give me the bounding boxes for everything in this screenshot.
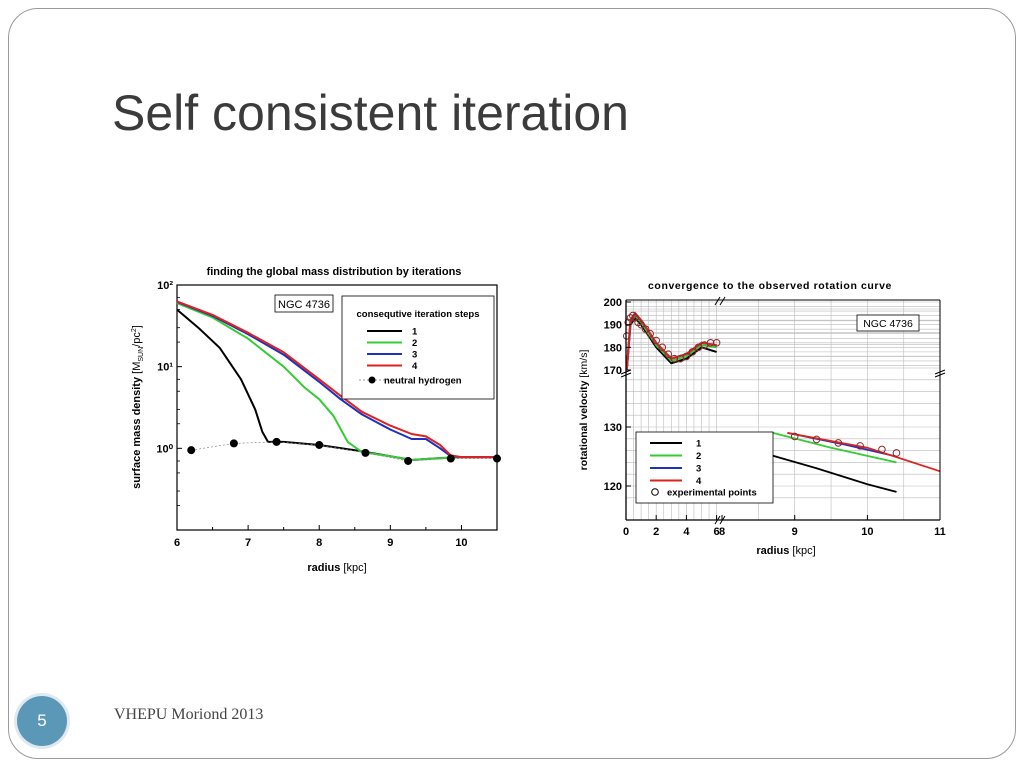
x-tick-label: 4 [683, 526, 690, 538]
neutral-hydrogen-point [361, 448, 370, 457]
x-tick-label: 11 [934, 526, 946, 538]
experimental-point [641, 325, 650, 334]
x-tick-label: 10 [861, 526, 873, 538]
x-tick-label: 8 [316, 537, 322, 549]
slide-title: Self consistent iteration [112, 85, 629, 141]
mass-distribution-chart: finding the global mass distribution by … [131, 266, 501, 574]
x-tick-label: 7 [245, 537, 251, 549]
experimental-point [688, 348, 697, 356]
neutral-hydrogen-point [315, 440, 324, 449]
legend-label: 2 [696, 451, 701, 462]
x-tick-label: 9 [387, 537, 393, 549]
legend-label: 3 [412, 350, 417, 361]
chart-right-annotation: NGC 4736 [863, 318, 913, 330]
neutral-hydrogen-point [272, 437, 281, 446]
chart-left-xlabel: radius [kpc] [307, 562, 366, 574]
page-number-badge: 5 [17, 696, 67, 746]
series-2-outer-line [772, 432, 897, 464]
experimental-point [658, 343, 667, 352]
legend-label: 1 [696, 439, 702, 450]
legend-swatch-hydrogen [368, 376, 376, 384]
legend-label-hydrogen: neutral hydrogen [384, 376, 462, 387]
experimental-point [670, 354, 679, 363]
experimental-point [790, 432, 799, 441]
experimental-point [712, 339, 721, 347]
y-tick-label: 190 [604, 320, 622, 332]
experimental-point [646, 329, 654, 338]
x-tick-label: 8 [719, 526, 725, 538]
rotation-curve-chart: convergence to the observed rotation cur… [578, 280, 946, 557]
y-tick-label: 180 [604, 342, 622, 354]
experimental-point [856, 442, 864, 450]
experimental-point [637, 320, 645, 329]
x-tick-label: 9 [792, 526, 798, 538]
neutral-hydrogen-point [229, 439, 238, 448]
x-tick-label: 2 [653, 526, 659, 538]
experimental-point [878, 445, 886, 454]
chart-left-legend-title: consequtive iteration steps [356, 309, 479, 320]
legend-label: 1 [412, 327, 418, 338]
experimental-point [652, 336, 660, 345]
y-tick-label: 130 [604, 422, 622, 434]
experimental-point [664, 350, 673, 358]
y-tick-label: 120 [604, 481, 622, 493]
chart-left-ylabel: surface mass density [MSUN/pc2] [131, 325, 145, 489]
y-break-mark-right [934, 369, 946, 378]
x-break-mark-top [714, 296, 726, 306]
neutral-hydrogen-point [446, 454, 455, 463]
neutral-hydrogen-line [191, 441, 497, 462]
y-tick-label: 10⁰ [156, 443, 173, 455]
y-tick-label: 10² [157, 280, 173, 292]
experimental-point [706, 339, 715, 347]
legend-label: 2 [412, 338, 417, 349]
x-tick-label: 6 [174, 537, 180, 549]
experimental-point [812, 435, 821, 444]
legend-label: 4 [412, 361, 418, 372]
experimental-point [622, 332, 631, 340]
chart-left-annotation: NGC 4736 [278, 299, 330, 311]
y-tick-label: 200 [604, 297, 622, 309]
experimental-point [624, 318, 633, 327]
chart-right-annotation-box [856, 314, 920, 332]
experimental-point [626, 314, 635, 322]
experimental-point [834, 439, 843, 447]
legend-label-experimental: experimental points [667, 488, 757, 499]
series-4-line [176, 300, 497, 459]
legend-label: 4 [696, 476, 702, 487]
series-2-line [176, 302, 497, 461]
chart-right-xlabel: radius [kpc] [756, 545, 815, 557]
chart-left-annotation-box [274, 294, 334, 313]
chart-right-title: convergence to the observed rotation cur… [648, 280, 892, 292]
y-break-mark-left [620, 369, 632, 378]
x-tick-label: 10 [455, 537, 467, 549]
neutral-hydrogen-point [187, 446, 196, 455]
x-tick-label: 0 [623, 526, 629, 538]
chart-right-ylabel: rotational velocity [km/s] [578, 350, 590, 471]
series-1-inner-line [625, 316, 717, 371]
experimental-point [628, 311, 637, 320]
slide-footer: VHEPU Moriond 2013 [114, 706, 264, 723]
y-tick-label: 10¹ [157, 362, 173, 374]
neutral-hydrogen-point [404, 456, 413, 465]
legend-swatch-experimental [651, 488, 659, 496]
chart-left-title: finding the global mass distribution by … [207, 266, 462, 278]
neutral-hydrogen-point [493, 454, 501, 463]
series-4-outer-line [787, 432, 941, 473]
experimental-point [892, 449, 901, 457]
legend-label: 3 [696, 464, 701, 475]
y-tick-label: 170 [604, 365, 622, 377]
experimental-point [682, 352, 691, 361]
x-tick-label: 6 [714, 526, 720, 538]
